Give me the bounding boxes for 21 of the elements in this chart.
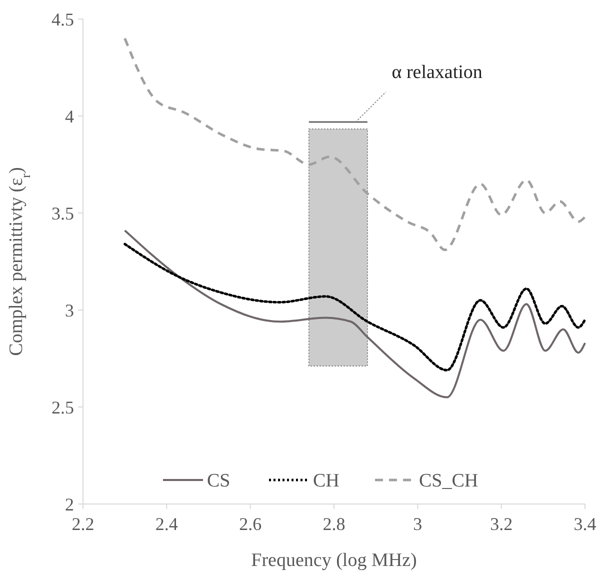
x-tick-label: 2.2 bbox=[72, 514, 94, 534]
x-tick-label: 3 bbox=[413, 514, 422, 534]
x-tick-label: 2.8 bbox=[322, 514, 346, 534]
x-tick-label: 2.6 bbox=[239, 514, 262, 534]
line-series bbox=[124, 37, 586, 252]
y-tick-label: 4 bbox=[65, 106, 74, 126]
x-tick-label: 3.4 bbox=[574, 514, 596, 534]
legend-label: CH bbox=[313, 470, 340, 492]
legend-label: CS_CH bbox=[419, 470, 478, 492]
x-tick-label: 3.2 bbox=[490, 514, 513, 534]
annotation: α relaxation bbox=[392, 62, 483, 83]
y-tick-label: 2.5 bbox=[52, 397, 74, 418]
legend-label: CS bbox=[207, 470, 230, 492]
x-tick-label: 2.4 bbox=[155, 514, 178, 534]
y-tick-label: 4.5 bbox=[52, 9, 74, 30]
y-tick-label: 3.5 bbox=[52, 203, 74, 224]
line-series bbox=[124, 229, 586, 398]
x-axis-title: Frequency (log MHz) bbox=[251, 550, 417, 571]
y-tick-label: 3 bbox=[65, 300, 74, 320]
line-series bbox=[124, 242, 586, 372]
y-tick-label: 2 bbox=[65, 494, 74, 514]
